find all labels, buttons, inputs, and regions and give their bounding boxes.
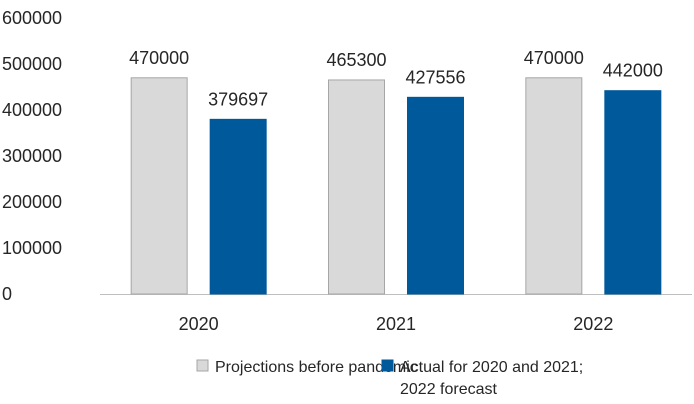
data-label: 427556 bbox=[405, 67, 465, 87]
y-tick-label: 200000 bbox=[2, 192, 62, 212]
data-labels: 470000 379697 465300 427556 470000 442000 bbox=[129, 48, 663, 110]
legend-label: Projections before pandemic bbox=[215, 359, 418, 376]
x-axis: 2020 2021 2022 bbox=[100, 294, 692, 334]
bars bbox=[130, 77, 662, 295]
data-label: 470000 bbox=[524, 48, 584, 68]
legend-label: 2022 forecast bbox=[400, 381, 498, 398]
bar bbox=[604, 90, 662, 295]
y-tick-label: 500000 bbox=[2, 54, 62, 74]
bar bbox=[328, 79, 385, 295]
y-axis: 0 100000 200000 300000 400000 500000 600000 bbox=[2, 8, 62, 304]
legend-label: Actual for 2020 and 2021; bbox=[400, 359, 583, 376]
data-label: 465300 bbox=[326, 50, 386, 70]
y-tick-label: 300000 bbox=[2, 146, 62, 166]
y-tick-label: 400000 bbox=[2, 100, 62, 120]
y-tick-label: 0 bbox=[2, 284, 12, 304]
bar bbox=[525, 77, 583, 295]
x-tick-label: 2022 bbox=[573, 314, 613, 334]
x-tick-label: 2021 bbox=[376, 314, 416, 334]
bar bbox=[130, 77, 188, 295]
data-label: 470000 bbox=[129, 48, 189, 68]
legend-item: Actual for 2020 and 2021; 2022 forecast bbox=[381, 359, 583, 398]
legend-item: Projections before pandemic bbox=[196, 359, 418, 376]
x-tick-label: 2020 bbox=[179, 314, 219, 334]
bar bbox=[209, 118, 267, 295]
data-label: 379697 bbox=[208, 89, 268, 109]
bar bbox=[407, 96, 464, 295]
legend-swatch bbox=[196, 359, 209, 372]
legend-swatch bbox=[381, 359, 394, 372]
y-tick-label: 600000 bbox=[2, 8, 62, 28]
y-tick-label: 100000 bbox=[2, 238, 62, 258]
data-label: 442000 bbox=[603, 61, 663, 81]
